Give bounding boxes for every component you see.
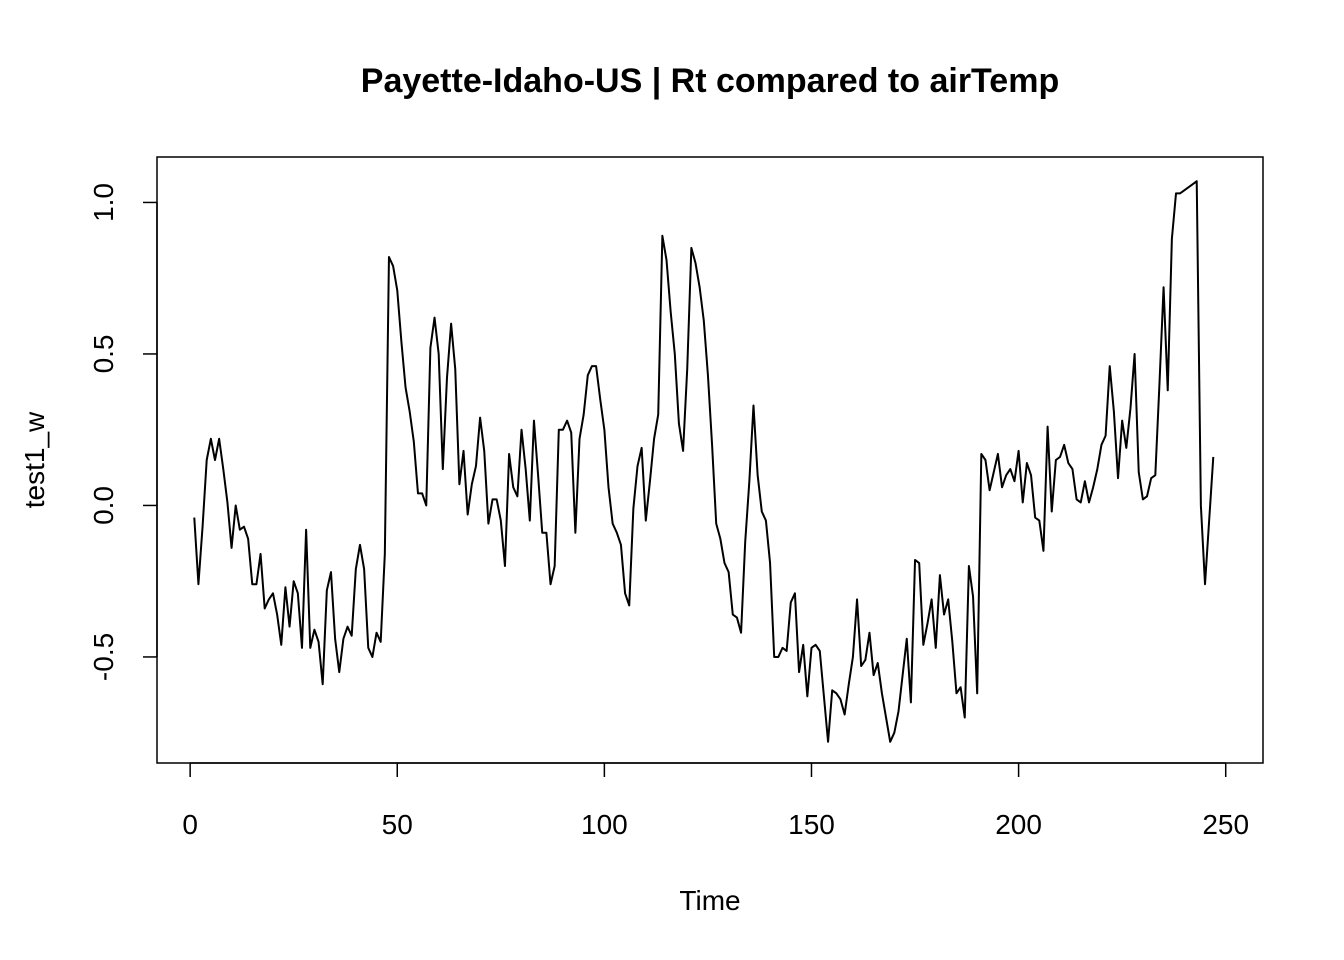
y-axis: -0.5 0.0 0.5 1.0 [88, 183, 158, 681]
y-axis-label: test1_w [19, 411, 50, 508]
x-axis: 0 50 100 150 200 250 [182, 762, 1249, 840]
y-tick-label: -0.5 [88, 633, 119, 681]
series-line [193, 180, 1215, 743]
x-tick-label: 150 [788, 809, 835, 840]
y-tick-label: 0.0 [88, 486, 119, 525]
x-tick-label: 50 [382, 809, 413, 840]
x-tick-label: 0 [182, 809, 198, 840]
y-tick-label: 0.5 [88, 334, 119, 373]
x-axis-label: Time [679, 885, 740, 916]
x-tick-label: 250 [1202, 809, 1249, 840]
chart-title: Payette-Idaho-US | Rt compared to airTem… [361, 62, 1059, 100]
x-tick-label: 100 [581, 809, 628, 840]
x-tick-label: 200 [995, 809, 1042, 840]
y-tick-label: 1.0 [88, 183, 119, 222]
